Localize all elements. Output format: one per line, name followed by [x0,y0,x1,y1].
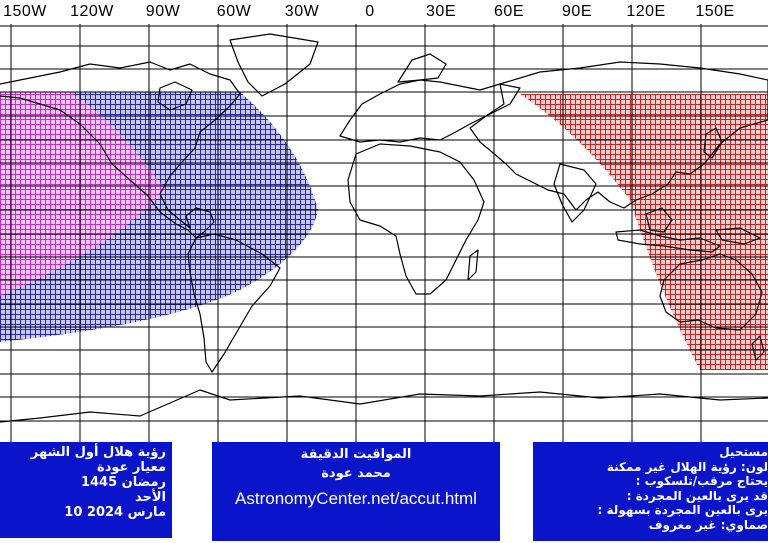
legend-line-impossible: مستحيل [719,445,768,459]
left-info-panel: رؤية هلال أول الشهر معيار عودة رمضان 144… [0,442,172,538]
coast-borneo [645,207,673,233]
center-panel-heading: المواقيت الدقيقة [300,447,412,462]
lon-label-120w: 120W [70,3,114,20]
legend-line-unknown: صماوي: غير معروف [648,517,768,532]
coastlines [0,33,768,423]
center-panel-url: AstronomyCenter.net/accut.html [235,489,477,508]
coast-africa [347,143,485,295]
coast-south-america [187,233,281,373]
legend-panel: مستحيل لون: رؤية الهلال غير ممكنة : يحتا… [533,442,768,541]
coast-asia [469,61,768,211]
coast-europe [339,79,521,143]
lon-label-30w: 30W [284,3,320,20]
lon-label-90w: 90W [145,3,181,20]
legend-line-maybe-naked-eye: : قد يرى بالعين المجردة [626,488,768,503]
coast-australia [659,253,763,331]
lon-label-30e: 30E [426,3,456,20]
graticule [0,24,768,442]
zone-magenta-easy [0,92,165,296]
left-panel-date: 10 مارس 2024 [64,505,166,520]
lon-label-90e: 90E [562,3,592,20]
coast-new-guinea [715,227,761,245]
coast-indonesia [615,229,721,253]
coast-india [553,163,597,223]
lon-label-60w: 60W [216,3,252,20]
coast-new-zealand [751,335,765,361]
left-panel-month: رمضان 1445 [80,475,166,490]
coast-madagascar [467,249,479,281]
legend-line-easy-naked-eye: : يرى بالعين المجردة بسهولة [597,503,768,517]
coast-north-america [0,61,241,239]
coast-antarctica [0,389,768,423]
coast-scandinavia [397,53,447,83]
center-info-panel: المواقيت الدقيقة محمد عودة AstronomyCent… [212,442,500,541]
left-panel-title: رؤية هلال أول الشهر [30,445,166,460]
lon-label-0: 0 [365,3,375,20]
lon-label-150e: 150E [695,3,735,20]
coast-greenland [229,33,319,97]
left-panel-criterion: معيار عودة [97,460,166,475]
coast-hudson-bay [157,81,193,111]
coast-japan [703,127,723,159]
center-panel-author: محمد عودة [321,466,391,481]
lon-label-60e: 60E [494,3,524,20]
lon-label-150w: 150W [3,3,47,20]
legend-line-telescope: : يحتاج مرقب/تلسكوب [635,474,768,488]
left-panel-day: الأحد [134,490,166,505]
lon-label-120e: 120E [626,3,666,20]
legend-line-not-possible: لون: رؤية الهلال غير ممكنة [606,459,768,474]
world-map [0,24,768,442]
